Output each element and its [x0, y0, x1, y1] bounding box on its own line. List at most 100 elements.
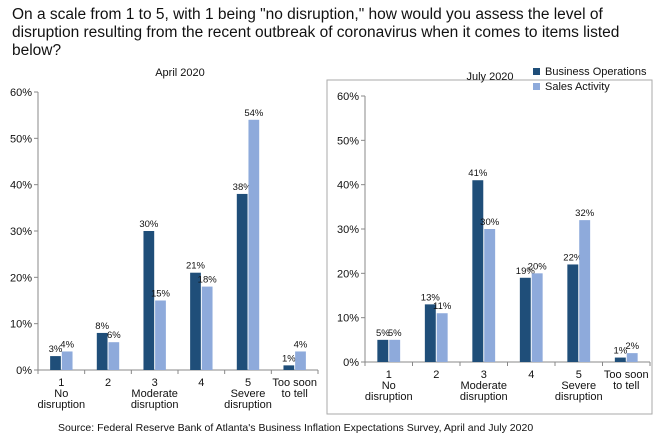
- bar-business-operations: [519, 277, 531, 362]
- x-tick-label: 2: [105, 377, 111, 389]
- y-tick-label: 60%: [337, 91, 359, 103]
- bar-business-operations: [50, 356, 61, 370]
- x-tick-label-line: 4: [528, 369, 534, 381]
- y-tick-label: 50%: [337, 135, 359, 147]
- y-tick-label: 20%: [10, 272, 32, 284]
- source-note: Source: Federal Reserve Bank of Atlanta'…: [58, 422, 534, 434]
- data-label-business-operations: 8%: [95, 321, 109, 332]
- y-tick-label: 50%: [10, 133, 32, 145]
- bar-sales-activity: [155, 300, 166, 370]
- bar-business-operations: [424, 304, 436, 362]
- x-tick-label-line: 5: [576, 369, 582, 381]
- data-label-sales-activity: 4%: [60, 339, 74, 350]
- chart-frame: [326, 79, 653, 415]
- legend-label: Sales Activity: [545, 81, 610, 93]
- x-tick-label-line: Moderate: [461, 380, 507, 392]
- bar-business-operations: [377, 339, 389, 362]
- y-tick-label: 40%: [10, 180, 32, 192]
- subplot-title: April 2020: [155, 67, 205, 79]
- x-tick-label-line: Too soon: [272, 377, 317, 389]
- x-tick-label-line: No: [382, 380, 396, 392]
- bar-business-operations: [567, 264, 579, 362]
- bar-sales-activity: [579, 220, 591, 362]
- data-label-business-operations: 3%: [49, 344, 63, 355]
- x-tick-label-line: to tell: [613, 380, 639, 392]
- x-tick-label: 4: [528, 369, 534, 381]
- bar-sales-activity: [389, 339, 401, 362]
- x-tick-label: 5 Severe disruption: [224, 377, 272, 411]
- x-tick-label-line: disruption: [131, 399, 179, 411]
- bar-sales-activity: [436, 313, 448, 362]
- data-label-business-operations: 13%: [421, 292, 441, 303]
- x-tick-label-line: 1: [58, 377, 64, 389]
- x-tick-label-line: 2: [105, 377, 111, 389]
- x-tick-label-line: disruption: [555, 391, 603, 403]
- bar-sales-activity: [201, 286, 213, 370]
- data-label-business-operations: 38%: [233, 182, 253, 193]
- y-tick-label: 10%: [10, 319, 32, 331]
- x-tick-label: Too soon to tell: [272, 377, 317, 400]
- data-label-business-operations: 1%: [282, 353, 296, 364]
- bar-business-operations: [236, 193, 248, 370]
- data-label-sales-activity: 5%: [388, 328, 402, 339]
- y-tick-label: 0%: [16, 365, 32, 377]
- x-tick-label-line: Too soon: [604, 369, 649, 381]
- data-label-sales-activity: 2%: [625, 341, 639, 352]
- x-tick-label-line: 3: [152, 377, 158, 389]
- legend-swatch: [533, 68, 540, 75]
- legend-label: Business Operations: [545, 66, 647, 78]
- data-label-sales-activity: 11%: [433, 301, 452, 312]
- x-tick-label-line: Severe: [561, 380, 596, 392]
- x-tick-label-line: 1: [386, 369, 392, 381]
- bar-business-operations: [96, 332, 108, 370]
- x-tick-label-line: disruption: [37, 399, 85, 411]
- x-tick-label-line: 2: [433, 369, 439, 381]
- bar-sales-activity: [484, 229, 496, 362]
- data-label-sales-activity: 6%: [107, 330, 121, 341]
- data-label-business-operations: 41%: [468, 168, 488, 179]
- x-tick-label: 2: [433, 369, 439, 381]
- bar-sales-activity: [61, 351, 73, 370]
- data-label-business-operations: 19%: [516, 266, 536, 277]
- legend-swatch: [533, 83, 540, 90]
- bar-business-operations: [283, 365, 295, 370]
- x-tick-label: 5 Severe disruption: [555, 369, 603, 403]
- bar-business-operations: [190, 272, 201, 370]
- data-label-sales-activity: 18%: [198, 275, 218, 286]
- y-tick-label: 0%: [343, 357, 359, 369]
- bar-sales-activity: [531, 273, 543, 362]
- data-label-sales-activity: 15%: [151, 289, 171, 300]
- subplot-title: July 2020: [466, 71, 513, 83]
- x-tick-label-line: Severe: [231, 388, 266, 400]
- x-tick-label-line: to tell: [282, 388, 308, 400]
- x-tick-label: 3 Moderate disruption: [460, 369, 508, 403]
- y-tick-label: 10%: [337, 313, 359, 325]
- x-tick-label-line: disruption: [460, 391, 508, 403]
- x-tick-label: 4: [198, 377, 204, 389]
- data-label-sales-activity: 30%: [480, 217, 500, 228]
- y-tick-label: 30%: [10, 226, 32, 238]
- bar-business-operations: [472, 180, 484, 362]
- y-tick-label: 40%: [337, 180, 359, 192]
- y-tick-label: 30%: [337, 224, 359, 236]
- bar-sales-activity: [108, 342, 120, 370]
- x-tick-label: Too soon to tell: [604, 369, 649, 392]
- x-tick-label-line: 4: [198, 377, 204, 389]
- data-label-business-operations: 30%: [139, 219, 159, 230]
- data-label-business-operations: 21%: [186, 261, 206, 272]
- x-tick-label: 1 No disruption: [365, 369, 413, 403]
- x-tick-label: 1 No disruption: [37, 377, 85, 411]
- x-tick-label-line: disruption: [224, 399, 272, 411]
- data-label-business-operations: 22%: [563, 252, 583, 263]
- x-tick-label: 3 Moderate disruption: [131, 377, 179, 411]
- data-label-business-operations: 1%: [613, 346, 627, 357]
- data-label-sales-activity: 20%: [528, 261, 548, 272]
- data-label-sales-activity: 32%: [575, 208, 595, 219]
- bar-sales-activity: [295, 351, 306, 370]
- x-tick-label-line: Moderate: [131, 388, 177, 400]
- x-tick-label-line: 5: [245, 377, 251, 389]
- data-label-business-operations: 5%: [376, 328, 390, 339]
- bar-business-operations: [143, 231, 155, 370]
